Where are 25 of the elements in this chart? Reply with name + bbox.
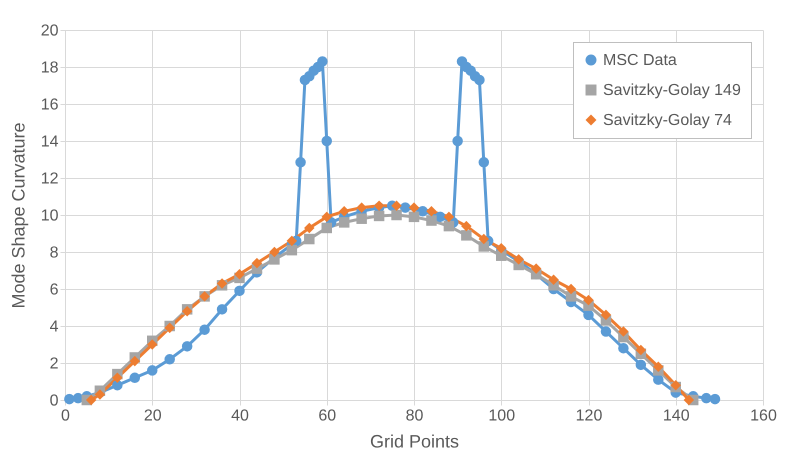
y-tick-label: 12 [40,170,59,188]
x-tick-label: 160 [750,408,777,424]
y-tick-label: 10 [40,208,59,224]
y-tick-label: 0 [50,392,59,410]
x-tick-label: 40 [231,408,249,424]
legend-label: Savitzky-Golay 149 [603,82,741,99]
x-tick-label: 60 [318,408,336,424]
x-tick-label: 140 [662,408,690,424]
y-tick-label: 8 [50,244,59,262]
legend-label: MSC Data [603,52,677,69]
y-tick-label: 20 [40,22,59,40]
x-tick-label: 120 [576,408,602,424]
x-tick-label: 20 [144,408,162,424]
y-tick-label: 4 [50,318,59,336]
x-tick-label: 0 [61,408,70,424]
y-tick-label: 18 [40,60,59,76]
y-tick-label: 6 [50,282,59,298]
y-axis-title: Mode Shape Curvature [8,122,29,309]
y-tick-label: 2 [50,356,59,372]
x-axis-title: Grid Points [370,432,460,452]
legend-label: Savitzky-Golay 74 [603,112,732,129]
y-tick-label: 14 [40,134,59,150]
x-tick-label: 100 [488,408,516,424]
y-tick-label: 16 [40,96,59,114]
x-tick-label: 80 [406,408,424,424]
